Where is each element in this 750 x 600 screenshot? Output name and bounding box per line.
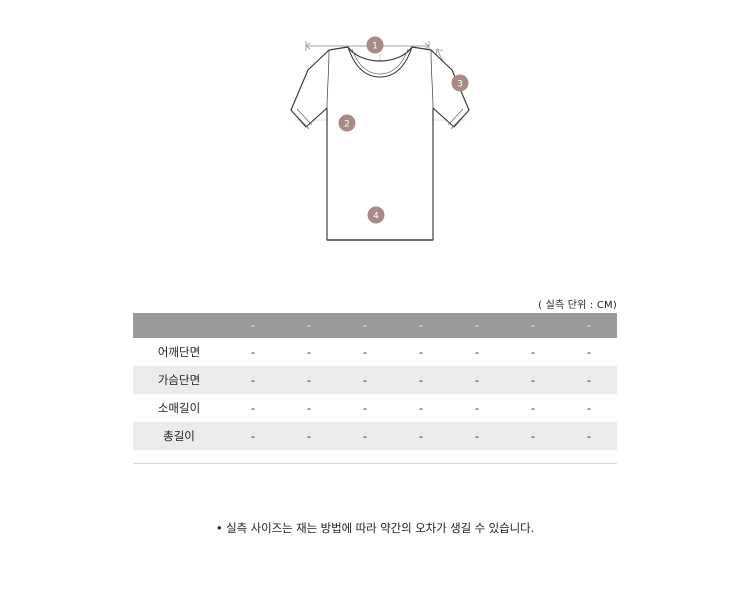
table-row: 소매길이 - - - - - - - bbox=[133, 394, 617, 422]
cell-sleeve-6: - bbox=[505, 394, 561, 422]
badge-1-shoulder: 1 bbox=[366, 36, 384, 54]
cell-chest-7: - bbox=[561, 366, 617, 394]
badge-2-chest: 2 bbox=[338, 114, 356, 132]
header-cell-5: - bbox=[449, 313, 505, 338]
badge-2-label: 2 bbox=[344, 120, 350, 130]
cell-total-5: - bbox=[449, 422, 505, 450]
header-cell-3: - bbox=[337, 313, 393, 338]
cell-chest-2: - bbox=[281, 366, 337, 394]
neckline-collar bbox=[347, 46, 413, 78]
tshirt-outline bbox=[290, 46, 470, 241]
cell-sleeve-7: - bbox=[561, 394, 617, 422]
badge-4-total-length: 4 bbox=[367, 206, 385, 224]
header-cell-7: - bbox=[561, 313, 617, 338]
cell-total-1: - bbox=[225, 422, 281, 450]
cell-total-2: - bbox=[281, 422, 337, 450]
cell-sleeve-2: - bbox=[281, 394, 337, 422]
shoulder-seam-lines bbox=[326, 49, 434, 109]
cell-shoulder-7: - bbox=[561, 338, 617, 366]
cell-chest-3: - bbox=[337, 366, 393, 394]
cell-chest-5: - bbox=[449, 366, 505, 394]
right-sleeve-cuff bbox=[447, 108, 467, 130]
table-header-row: - - - - - - - bbox=[133, 313, 617, 338]
cell-shoulder-5: - bbox=[449, 338, 505, 366]
garment-diagram-area: 1 2 3 4 bbox=[0, 0, 750, 285]
cell-total-6: - bbox=[505, 422, 561, 450]
table-row: 어깨단면 - - - - - - - bbox=[133, 338, 617, 366]
header-cell-4: - bbox=[393, 313, 449, 338]
cell-total-3: - bbox=[337, 422, 393, 450]
left-sleeve-cuff bbox=[293, 108, 313, 130]
cell-total-4: - bbox=[393, 422, 449, 450]
badge-1-label: 1 bbox=[372, 42, 378, 52]
cell-shoulder-6: - bbox=[505, 338, 561, 366]
tshirt-technical-drawing: 1 2 3 4 bbox=[290, 36, 470, 241]
badge-3-label: 3 bbox=[457, 80, 463, 90]
badge-3-sleeve: 3 bbox=[451, 74, 469, 92]
row-label-total-length: 총길이 bbox=[133, 422, 225, 450]
header-cell-0 bbox=[133, 313, 225, 338]
row-label-chest: 가슴단면 bbox=[133, 366, 225, 394]
size-chart-body: 어깨단면 - - - - - - - 가슴단면 - - - - - - - 소매… bbox=[133, 338, 617, 450]
neckline-collar-inner bbox=[351, 48, 409, 75]
cell-sleeve-4: - bbox=[393, 394, 449, 422]
measurement-disclaimer-note: • 실측 사이즈는 재는 방법에 따라 약간의 오차가 생길 수 있습니다. bbox=[215, 521, 535, 535]
section-divider bbox=[133, 463, 617, 464]
header-cell-6: - bbox=[505, 313, 561, 338]
cell-shoulder-2: - bbox=[281, 338, 337, 366]
measurement-unit-caption: ( 실측 단위 : CM) bbox=[538, 300, 617, 311]
cell-chest-1: - bbox=[225, 366, 281, 394]
cell-shoulder-3: - bbox=[337, 338, 393, 366]
header-cell-2: - bbox=[281, 313, 337, 338]
cell-total-7: - bbox=[561, 422, 617, 450]
header-cell-1: - bbox=[225, 313, 281, 338]
cell-sleeve-1: - bbox=[225, 394, 281, 422]
table-row: 가슴단면 - - - - - - - bbox=[133, 366, 617, 394]
badge-4-label: 4 bbox=[373, 212, 379, 222]
size-chart-head: - - - - - - - bbox=[133, 313, 617, 338]
cell-sleeve-3: - bbox=[337, 394, 393, 422]
cell-shoulder-1: - bbox=[225, 338, 281, 366]
row-label-shoulder: 어깨단면 bbox=[133, 338, 225, 366]
table-row: 총길이 - - - - - - - bbox=[133, 422, 617, 450]
cell-chest-6: - bbox=[505, 366, 561, 394]
row-label-sleeve: 소매길이 bbox=[133, 394, 225, 422]
size-chart-table: - - - - - - - 어깨단면 - - - - - - - 가슴단면 bbox=[133, 313, 617, 450]
cell-chest-4: - bbox=[393, 366, 449, 394]
cell-shoulder-4: - bbox=[393, 338, 449, 366]
cell-sleeve-5: - bbox=[449, 394, 505, 422]
